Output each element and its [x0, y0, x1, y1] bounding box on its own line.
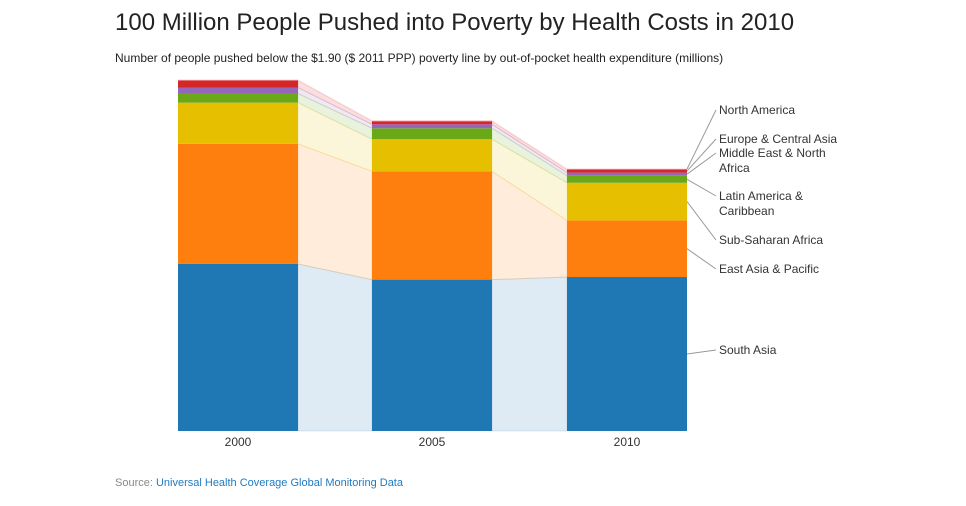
series-label: Latin America & Caribbean — [719, 189, 803, 218]
bar-segment — [178, 102, 298, 144]
bar-segment — [178, 87, 298, 94]
bar-segment — [178, 263, 298, 431]
leader-line — [686, 248, 717, 270]
x-tick-label: 2005 — [419, 435, 446, 449]
bar-segment — [178, 80, 298, 88]
leader-line — [686, 152, 717, 175]
series-label: East Asia & Pacific — [719, 262, 819, 276]
bar-segment — [567, 168, 687, 170]
chart-subtitle: Number of people pushed below the $1.90 … — [115, 51, 724, 65]
bar-segment — [567, 169, 687, 173]
source-link[interactable]: Universal Health Coverage Global Monitor… — [155, 477, 403, 489]
x-tick-label: 2010 — [614, 435, 641, 449]
series-label: North America — [719, 103, 795, 117]
leader-line — [686, 138, 717, 172]
connector-band — [491, 276, 568, 432]
leader-line — [686, 178, 717, 197]
leader-line — [686, 201, 717, 241]
bar-segment — [372, 139, 492, 172]
bar-segment — [372, 279, 492, 431]
bar-segment — [372, 121, 492, 125]
bar-segment — [372, 120, 492, 122]
series-label: Europe & Central Asia — [719, 132, 837, 146]
source-note: Source: Universal Health Coverage Global… — [115, 477, 403, 489]
bar-segment — [567, 220, 687, 278]
bar-segment — [372, 128, 492, 140]
bar-segment — [178, 93, 298, 103]
leader-line — [686, 109, 717, 170]
bar-segment — [567, 277, 687, 431]
source-prefix: Source: — [115, 477, 156, 489]
bar-segment — [372, 171, 492, 280]
bar-segment — [372, 124, 492, 129]
leader-line — [686, 349, 717, 355]
bar-segment — [567, 175, 687, 183]
bar-segment — [567, 172, 687, 176]
bar-segment — [178, 79, 298, 81]
connector-band — [297, 263, 373, 432]
series-label: Sub-Saharan Africa — [719, 233, 823, 247]
chart-title: 100 Million People Pushed into Poverty b… — [115, 9, 795, 36]
series-label: South Asia — [719, 343, 777, 357]
bar-segment — [178, 143, 298, 264]
x-tick-label: 2000 — [225, 435, 252, 449]
series-label: Middle East & North Africa — [719, 146, 826, 175]
bar-segment — [567, 182, 687, 221]
